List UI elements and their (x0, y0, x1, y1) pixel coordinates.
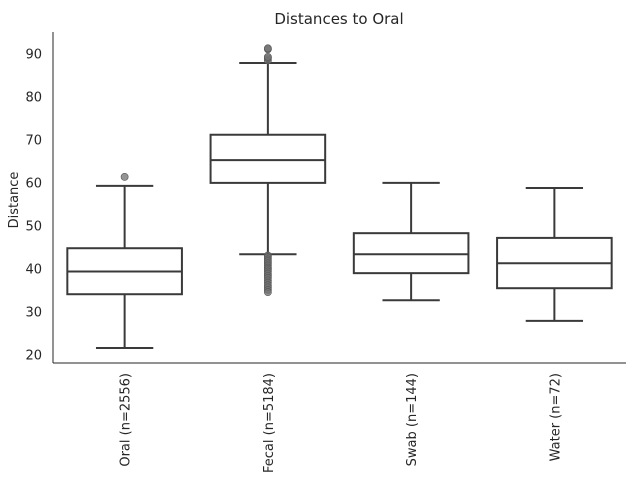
y-axis-title: Distance (7, 172, 22, 229)
y-tick-label: 90 (25, 47, 42, 62)
box-iqr (352, 232, 470, 275)
plot-area: 20 30 40 50 60 70 80 90 Oral (n=2556) Fecal (n=51… (25, 32, 626, 473)
outlier-point (120, 172, 129, 181)
x-tick-label: Swab (n=144) (405, 373, 420, 466)
x-tick-label: Fecal (n=5184) (262, 373, 277, 473)
y-tick-label: 30 (25, 305, 42, 320)
outlier-point (263, 44, 272, 53)
x-tick-label: Oral (n=2556) (119, 373, 134, 467)
y-tick-label: 20 (25, 348, 42, 363)
x-tick-label: Water (n=72) (548, 373, 563, 461)
chart-title: Distances to Oral (274, 10, 403, 28)
y-tick-label: 80 (25, 90, 42, 105)
y-tick-label: 50 (25, 219, 42, 234)
y-tick-label: 40 (25, 262, 42, 277)
y-tick-label: 60 (25, 176, 42, 191)
y-tick-label: 70 (25, 133, 42, 148)
outlier-point (263, 53, 272, 61)
outlier-point (263, 288, 272, 296)
box-iqr (209, 133, 327, 184)
